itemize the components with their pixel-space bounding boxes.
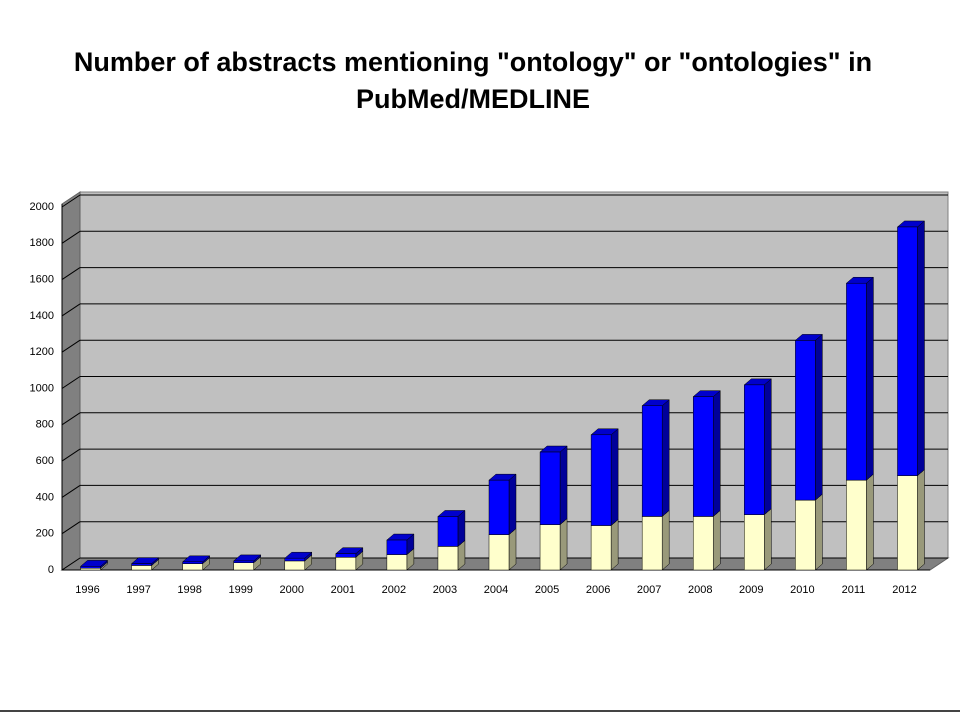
- y-tick-label: 2000: [30, 201, 54, 213]
- bar-side: [815, 333, 823, 501]
- x-tick-label: 1998: [177, 584, 201, 596]
- bar-side: [764, 378, 772, 516]
- chart-title: Number of abstracts mentioning "ontology…: [73, 47, 873, 114]
- x-tick-label: 2008: [688, 584, 712, 596]
- x-tick-label: 2001: [331, 584, 355, 596]
- bar-side: [712, 509, 721, 571]
- y-tick-label: 0: [48, 564, 54, 576]
- bar: [590, 434, 612, 526]
- bar: [80, 567, 101, 571]
- bar-side: [661, 509, 670, 571]
- bar-side: [610, 518, 619, 571]
- bar: [182, 563, 203, 571]
- grid-line-side: [61, 521, 81, 535]
- bar-side: [610, 428, 619, 527]
- bar: [641, 405, 663, 517]
- y-tick-label: 600: [36, 455, 54, 467]
- x-tick-label: 2009: [739, 584, 763, 596]
- side-wall: [61, 191, 81, 571]
- y-tick-label: 400: [36, 491, 54, 503]
- bar: [692, 516, 714, 571]
- bar: [744, 384, 765, 515]
- bar: [131, 565, 152, 571]
- bar: [488, 534, 510, 571]
- bar-side: [917, 220, 925, 477]
- bar: [897, 475, 918, 571]
- bar: [846, 479, 867, 571]
- bar: [795, 499, 816, 571]
- bar: [437, 516, 459, 547]
- bar: [182, 561, 203, 564]
- bar-side: [559, 445, 568, 526]
- bar-side: [661, 399, 670, 518]
- bar-side: [815, 493, 823, 571]
- grid-line-side: [61, 484, 81, 498]
- bar: [590, 525, 612, 571]
- bar-side: [866, 473, 874, 571]
- bar-side: [764, 508, 772, 571]
- x-tick-label: 2004: [484, 584, 508, 596]
- bar: [131, 563, 152, 566]
- bar: [335, 557, 357, 571]
- grid-line-side: [61, 303, 81, 317]
- bar-side: [712, 390, 721, 518]
- y-tick-label: 200: [36, 528, 54, 540]
- x-tick-label: 2007: [637, 584, 661, 596]
- grid-line-side: [61, 448, 81, 462]
- x-tick-label: 2011: [842, 584, 866, 596]
- grid-line-side: [61, 194, 81, 208]
- bar: [335, 553, 357, 558]
- bar: [233, 562, 254, 571]
- bar: [284, 560, 306, 571]
- bar: [692, 396, 714, 517]
- bar: [744, 514, 765, 571]
- bar: [284, 557, 306, 562]
- x-tick-label: 2010: [790, 584, 814, 596]
- y-tick-label: 800: [36, 419, 54, 431]
- y-tick-label: 1400: [30, 310, 54, 322]
- grid-line-side: [61, 376, 81, 389]
- grid-line-side: [61, 412, 81, 426]
- x-tick-label: 2003: [433, 584, 457, 596]
- x-tick-label: 2012: [892, 584, 916, 596]
- bar-side: [508, 473, 517, 536]
- x-tick-label: 1999: [228, 584, 252, 596]
- grid-line-side: [61, 557, 81, 571]
- x-tick-label: 2000: [280, 584, 304, 596]
- bar: [80, 566, 101, 569]
- bar: [539, 451, 561, 525]
- bar-side: [508, 528, 517, 571]
- grid-line-side: [61, 230, 81, 244]
- y-tick-label: 1800: [30, 237, 54, 249]
- bar-side: [917, 469, 925, 571]
- bar: [437, 546, 459, 571]
- y-tick-label: 1000: [30, 382, 54, 394]
- grid-line-side: [61, 267, 81, 281]
- y-tick-label: 1600: [30, 274, 54, 286]
- bar: [846, 282, 867, 481]
- bar: [641, 516, 663, 571]
- x-tick-label: 1996: [75, 584, 99, 596]
- bar-side: [866, 276, 874, 481]
- bar: [488, 479, 510, 535]
- bar: [386, 554, 408, 571]
- bar: [539, 524, 561, 571]
- x-tick-label: 2005: [535, 584, 559, 596]
- x-tick-label: 1997: [126, 584, 150, 596]
- bar: [897, 226, 918, 476]
- y-tick-label: 1200: [30, 346, 54, 358]
- bar: [795, 340, 816, 501]
- x-tick-label: 2006: [586, 584, 610, 596]
- grid-line-side: [61, 339, 81, 353]
- bar: [386, 539, 408, 555]
- bar: [233, 560, 254, 563]
- x-tick-label: 2002: [382, 584, 406, 596]
- bar-side: [559, 518, 568, 571]
